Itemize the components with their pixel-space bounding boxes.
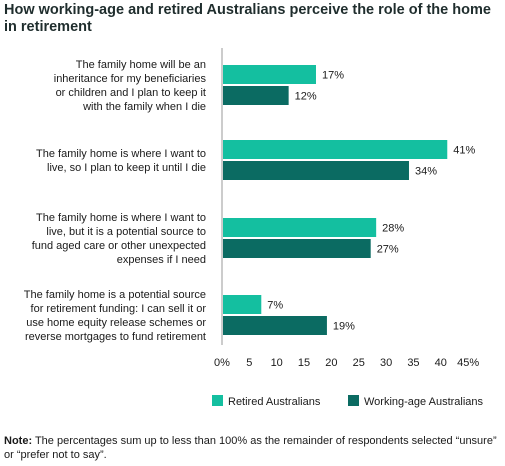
x-tick-0: 0%	[214, 357, 230, 369]
bar-working-age-2	[223, 161, 409, 180]
value-label-retired-3: 28%	[382, 223, 404, 235]
bar-retired-4	[223, 295, 262, 314]
category-labels: The family home will be an inheritance fo…	[24, 59, 207, 343]
note-text: The percentages sum up to less than 100%…	[4, 435, 497, 461]
x-tick-30: 30	[380, 357, 392, 369]
x-tick-45: 45%	[457, 357, 479, 369]
category-label-1: The family home will be an inheritance fo…	[54, 59, 207, 113]
x-tick-35: 35	[407, 357, 419, 369]
legend-label-working-age: Working-age Australians	[364, 396, 484, 408]
value-label-retired-4: 7%	[267, 300, 283, 312]
x-tick-labels: 0% 5 10 15 20 25 30 35 40 45%	[214, 357, 479, 369]
x-tick-15: 15	[298, 357, 310, 369]
value-label-working-age-4: 19%	[333, 321, 355, 333]
note-label: Note:	[4, 435, 33, 447]
bar-chart: The family home will be an inheritance fo…	[24, 48, 484, 408]
value-label-retired-2: 41%	[453, 145, 475, 157]
bar-working-age-1	[223, 86, 289, 105]
bar-retired-3	[223, 218, 377, 237]
x-tick-25: 25	[353, 357, 365, 369]
category-label-2: The family home is where I want to live, …	[36, 148, 206, 174]
value-label-working-age-2: 34%	[415, 166, 437, 178]
legend: Retired Australians Working-age Australia…	[212, 395, 484, 408]
value-label-working-age-1: 12%	[295, 91, 317, 103]
x-tick-5: 5	[246, 357, 252, 369]
legend-swatch-retired	[212, 395, 223, 406]
bar-retired-1	[223, 65, 316, 84]
chart-title: How working-age and retired Australians …	[4, 2, 491, 35]
bar-working-age-4	[223, 316, 327, 335]
value-label-working-age-3: 27%	[377, 244, 399, 256]
category-label-4: The family home is a potential source for…	[24, 289, 207, 343]
x-tick-20: 20	[325, 357, 337, 369]
value-labels: 17% 41% 28% 7% 12% 34% 27% 19%	[267, 70, 475, 333]
footnote: Note: The percentages sum up to less tha…	[4, 434, 499, 462]
value-label-retired-1: 17%	[322, 70, 344, 82]
x-tick-10: 10	[271, 357, 283, 369]
bars	[223, 65, 448, 335]
legend-swatch-working-age	[348, 395, 359, 406]
category-label-3: The family home is where I want to live, …	[32, 212, 206, 266]
bar-working-age-3	[223, 239, 371, 258]
x-tick-40: 40	[435, 357, 447, 369]
legend-label-retired: Retired Australians	[228, 396, 321, 408]
bar-retired-2	[223, 140, 448, 159]
